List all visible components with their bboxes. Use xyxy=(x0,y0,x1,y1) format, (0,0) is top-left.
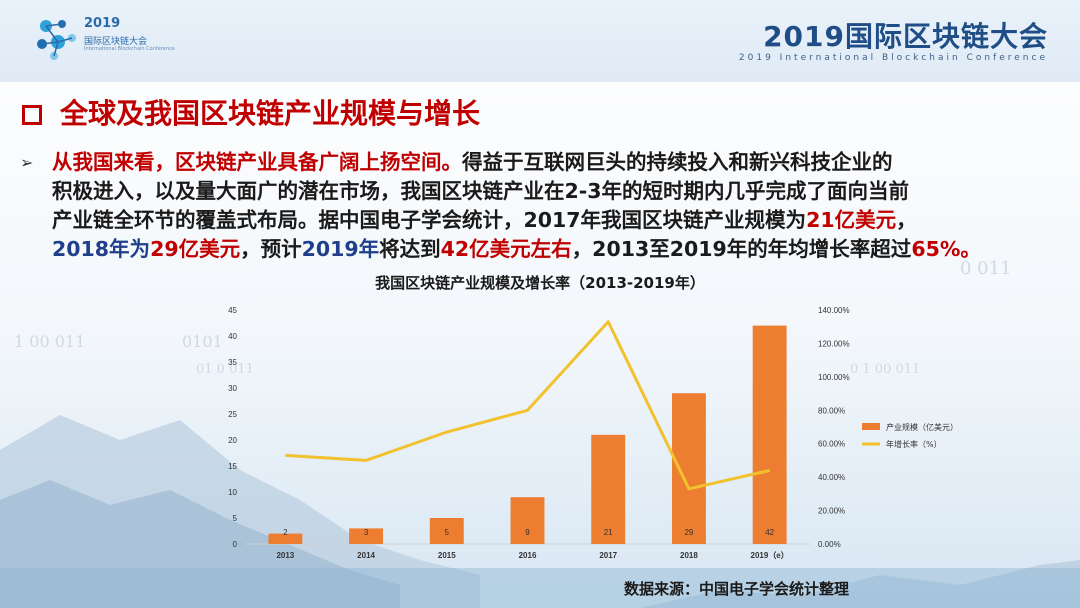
binary-decoration: 0 1 00 011 xyxy=(850,362,921,377)
y-right-tick-label: 20.00% xyxy=(818,507,845,516)
paragraph-text: 产业链全环节的覆盖式布局。据中国电子学会统计，2017年我国区块链产业规模为 xyxy=(52,208,807,232)
bar xyxy=(591,434,626,544)
y-left-tick-label: 45 xyxy=(228,306,237,315)
bar-data-label: 5 xyxy=(445,528,450,537)
bar xyxy=(268,533,303,544)
conference-logo: 2019 国际区块链大会 International Blockchain Co… xyxy=(32,14,192,70)
x-tick-label: 2014 xyxy=(357,551,375,560)
x-tick-label: 2019（e） xyxy=(751,550,789,560)
year-text: 2018年为 xyxy=(52,237,151,261)
paragraph-line: 产业链全环节的覆盖式布局。据中国电子学会统计，2017年我国区块链产业规模为21… xyxy=(20,206,1060,235)
conference-subtitle: 2019 International Blockchain Conference xyxy=(738,53,1048,63)
y-left-tick-label: 35 xyxy=(228,358,237,367)
paragraph-text: 得益于互联网巨头的持续投入和新兴科技企业的 xyxy=(462,150,893,174)
section-title: 全球及我国区块链产业规模与增长 xyxy=(22,92,480,132)
header-bar: 2019 国际区块链大会 International Blockchain Co… xyxy=(0,0,1080,82)
growth-rate-line xyxy=(285,320,770,491)
chart-title: 我国区块链产业规模及增长率（2013-2019年） xyxy=(375,274,705,292)
binary-decoration: 0 011 xyxy=(960,258,1012,279)
bar-data-label: 29 xyxy=(684,528,693,537)
legend-label: 产业规模（亿美元） xyxy=(886,422,958,432)
logo-en-name: International Blockchain Conference xyxy=(84,46,175,52)
paragraph-text: 将达到 xyxy=(379,237,441,261)
bar-data-label: 21 xyxy=(604,528,613,537)
y-right-tick-label: 80.00% xyxy=(818,406,845,415)
bar xyxy=(429,518,464,544)
highlight-text: 65%。 xyxy=(911,237,981,261)
bar-data-label: 42 xyxy=(765,528,774,537)
paragraph-text: ， xyxy=(896,208,917,232)
paragraph-text: ，预计 xyxy=(240,237,302,261)
y-right-tick-label: 60.00% xyxy=(818,440,845,449)
bar xyxy=(510,497,545,544)
x-tick-label: 2018 xyxy=(680,551,698,560)
y-left-tick-label: 0 xyxy=(233,540,238,549)
logo-icon xyxy=(37,20,76,60)
paragraph-line: ➢ 从我国来看，区块链产业具备广阔上扬空间。得益于互联网巨头的持续投入和新兴科技企… xyxy=(20,148,1060,177)
binary-decoration: 0101 xyxy=(182,332,223,351)
year-text: 2019年 xyxy=(301,237,380,261)
x-tick-label: 2016 xyxy=(519,551,537,560)
legend-swatch-bar xyxy=(862,423,880,430)
highlight-text: 42亿美元左右 xyxy=(440,237,572,261)
y-right-tick-label: 40.00% xyxy=(818,473,845,482)
bar xyxy=(752,325,787,544)
y-left-tick-label: 20 xyxy=(228,436,237,445)
highlight-text: 21亿美元 xyxy=(806,208,897,232)
section-title-text: 全球及我国区块链产业规模与增长 xyxy=(60,97,481,130)
bar-data-label: 9 xyxy=(525,528,530,537)
x-tick-label: 2013 xyxy=(276,551,294,560)
paragraph-line: 2018年为29亿美元，预计2019年将达到42亿美元左右，2013至2019年… xyxy=(20,235,1060,264)
x-tick-label: 2015 xyxy=(438,551,456,560)
legend-label: 年增长率（%） xyxy=(886,439,942,449)
y-left-tick-label: 10 xyxy=(228,488,237,497)
y-right-tick-label: 140.00% xyxy=(818,306,850,315)
paragraph-text: 积极进入，以及量大面广的潜在市场，我国区块链产业在2-3年的短时期内几乎完成了面… xyxy=(52,179,910,203)
y-left-tick-label: 25 xyxy=(228,410,237,419)
paragraph-text: ，2013至2019年的年均增长率超过 xyxy=(571,237,912,261)
y-left-tick-label: 40 xyxy=(228,332,237,341)
bar-data-label: 2 xyxy=(283,528,288,537)
bar-data-label: 3 xyxy=(364,528,369,537)
binary-decoration: 01 0 011 xyxy=(196,362,254,377)
logo-cn-name: 国际区块链大会 xyxy=(84,37,148,47)
highlight-text: 29亿美元 xyxy=(150,237,241,261)
bar xyxy=(671,393,706,544)
data-source: 数据来源：中国电子学会统计整理 xyxy=(624,580,850,598)
highlight-text: 从我国来看，区块链产业具备广阔上扬空间。 xyxy=(52,150,462,174)
y-right-tick-label: 100.00% xyxy=(818,373,850,382)
y-left-tick-label: 15 xyxy=(228,462,237,471)
y-right-tick-label: 120.00% xyxy=(818,339,850,348)
bar xyxy=(349,528,384,544)
paragraph-line: 积极进入，以及量大面广的潜在市场，我国区块链产业在2-3年的短时期内几乎完成了面… xyxy=(20,177,1060,206)
x-tick-label: 2017 xyxy=(599,551,617,560)
summary-paragraph: ➢ 从我国来看，区块链产业具备广阔上扬空间。得益于互联网巨头的持续投入和新兴科技企… xyxy=(20,148,1060,264)
binary-decoration: 1 00 011 xyxy=(14,332,86,351)
logo-year: 2019 xyxy=(84,16,121,31)
y-left-tick-label: 30 xyxy=(228,384,237,393)
square-bullet-icon xyxy=(22,105,42,125)
conference-title: 2019国际区块链大会 xyxy=(763,20,1048,53)
y-right-tick-label: 0.00% xyxy=(818,540,841,549)
y-left-tick-label: 5 xyxy=(233,514,238,523)
arrow-bullet-icon: ➢ xyxy=(20,153,34,172)
